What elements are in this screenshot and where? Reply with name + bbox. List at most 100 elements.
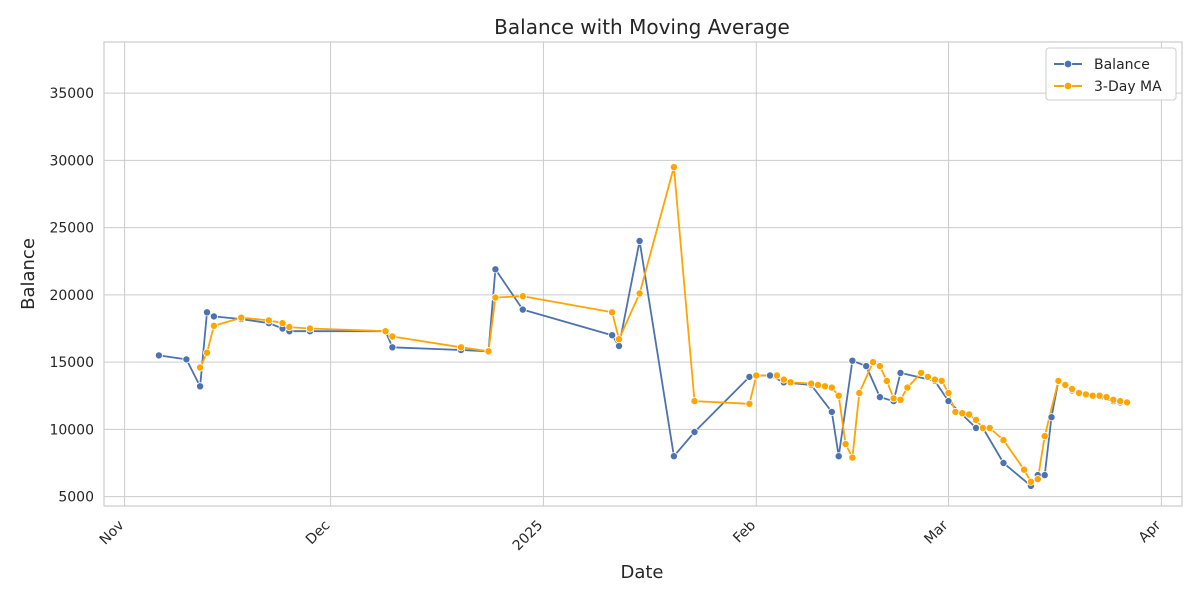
moving-average-point: [834, 391, 843, 400]
moving-average-point: [875, 362, 884, 371]
balance-point: [615, 341, 624, 350]
balance-point: [834, 452, 843, 461]
legend-ma-marker: [1063, 81, 1073, 91]
balance-point: [972, 423, 981, 432]
balance-point: [182, 355, 191, 364]
legend-balance-marker: [1063, 59, 1073, 69]
balance-point: [388, 343, 397, 352]
balance-point: [848, 356, 857, 365]
moving-average-point: [1116, 397, 1125, 406]
moving-average-point: [1075, 388, 1084, 397]
balance-point: [999, 458, 1008, 467]
moving-average-point: [1102, 393, 1111, 402]
balance-point: [209, 312, 218, 321]
balance-point: [690, 427, 699, 436]
moving-average-point: [889, 394, 898, 403]
moving-average-point: [305, 324, 314, 333]
moving-average-point: [827, 383, 836, 392]
y-tick-label: 5000: [58, 490, 94, 506]
moving-average-point: [882, 376, 891, 385]
moving-average-point: [264, 316, 273, 325]
moving-average-point: [821, 382, 830, 391]
moving-average-point: [779, 375, 788, 384]
moving-average-point: [690, 397, 699, 406]
balance-point: [518, 305, 527, 314]
moving-average-point: [491, 293, 500, 302]
legend: Balance 3-Day MA: [1045, 47, 1177, 101]
moving-average-point: [999, 436, 1008, 445]
moving-average-point: [196, 363, 205, 372]
x-axis-label: Date: [620, 562, 663, 583]
series-layer: [154, 163, 1132, 490]
moving-average-point: [388, 332, 397, 341]
y-tick-label: 35000: [49, 86, 94, 102]
moving-average-point: [381, 327, 390, 336]
moving-average-point: [1026, 477, 1035, 486]
moving-average-point: [237, 313, 246, 322]
balance-point: [154, 351, 163, 360]
moving-average-point: [1020, 465, 1029, 474]
grid: [104, 42, 1182, 506]
legend-balance-label: Balance: [1094, 57, 1150, 73]
y-tick-label: 30000: [49, 153, 94, 169]
moving-average-point: [930, 375, 939, 384]
moving-average-point: [1109, 395, 1118, 404]
balance-point: [896, 368, 905, 377]
moving-average-point: [1081, 390, 1090, 399]
moving-average-point: [1088, 391, 1097, 400]
moving-average-point: [278, 319, 287, 328]
moving-average-point: [896, 395, 905, 404]
moving-average-point: [937, 376, 946, 385]
moving-average-point: [814, 380, 823, 389]
moving-average-point: [669, 163, 678, 172]
moving-average-point: [807, 379, 816, 388]
balance-point: [875, 393, 884, 402]
moving-average-point: [608, 308, 617, 317]
moving-average-point: [944, 388, 953, 397]
moving-average-point: [951, 407, 960, 416]
moving-average-point: [903, 383, 912, 392]
balance-point: [491, 265, 500, 274]
moving-average-point: [1068, 384, 1077, 393]
plot-frame: [103, 41, 1183, 507]
y-tick-label: 15000: [49, 355, 94, 371]
moving-average-point: [855, 388, 864, 397]
balance-point: [1047, 413, 1056, 422]
moving-average-point: [786, 378, 795, 387]
moving-average-point: [978, 423, 987, 432]
moving-average-point: [285, 323, 294, 332]
balance-point: [669, 452, 678, 461]
moving-average-point: [965, 410, 974, 419]
moving-average-point: [1061, 380, 1070, 389]
moving-average-point: [518, 292, 527, 301]
moving-average-point: [752, 371, 761, 380]
moving-average-point: [1054, 376, 1063, 385]
balance-point: [862, 362, 871, 371]
moving-average-point: [1095, 391, 1104, 400]
moving-average-point: [1040, 432, 1049, 441]
moving-average-point: [917, 368, 926, 377]
moving-average-point: [869, 358, 878, 367]
balance-point: [202, 308, 211, 317]
moving-average-point: [985, 423, 994, 432]
moving-average-point: [202, 348, 211, 357]
moving-average-point: [456, 343, 465, 352]
y-tick-label: 20000: [49, 288, 94, 304]
moving-average-point: [615, 335, 624, 344]
balance-point: [745, 372, 754, 381]
balance-point: [1040, 471, 1049, 480]
moving-average-point: [209, 321, 218, 330]
balance-point: [766, 371, 775, 380]
balance-point: [196, 382, 205, 391]
moving-average-point: [841, 440, 850, 449]
moving-average-point: [958, 409, 967, 418]
moving-average-point: [972, 415, 981, 424]
legend-ma-label: 3-Day MA: [1094, 79, 1162, 95]
moving-average-point: [1123, 398, 1132, 407]
moving-average-point: [635, 289, 644, 298]
y-tick-label: 10000: [49, 422, 94, 438]
moving-average-point: [772, 371, 781, 380]
moving-average-point: [848, 453, 857, 462]
